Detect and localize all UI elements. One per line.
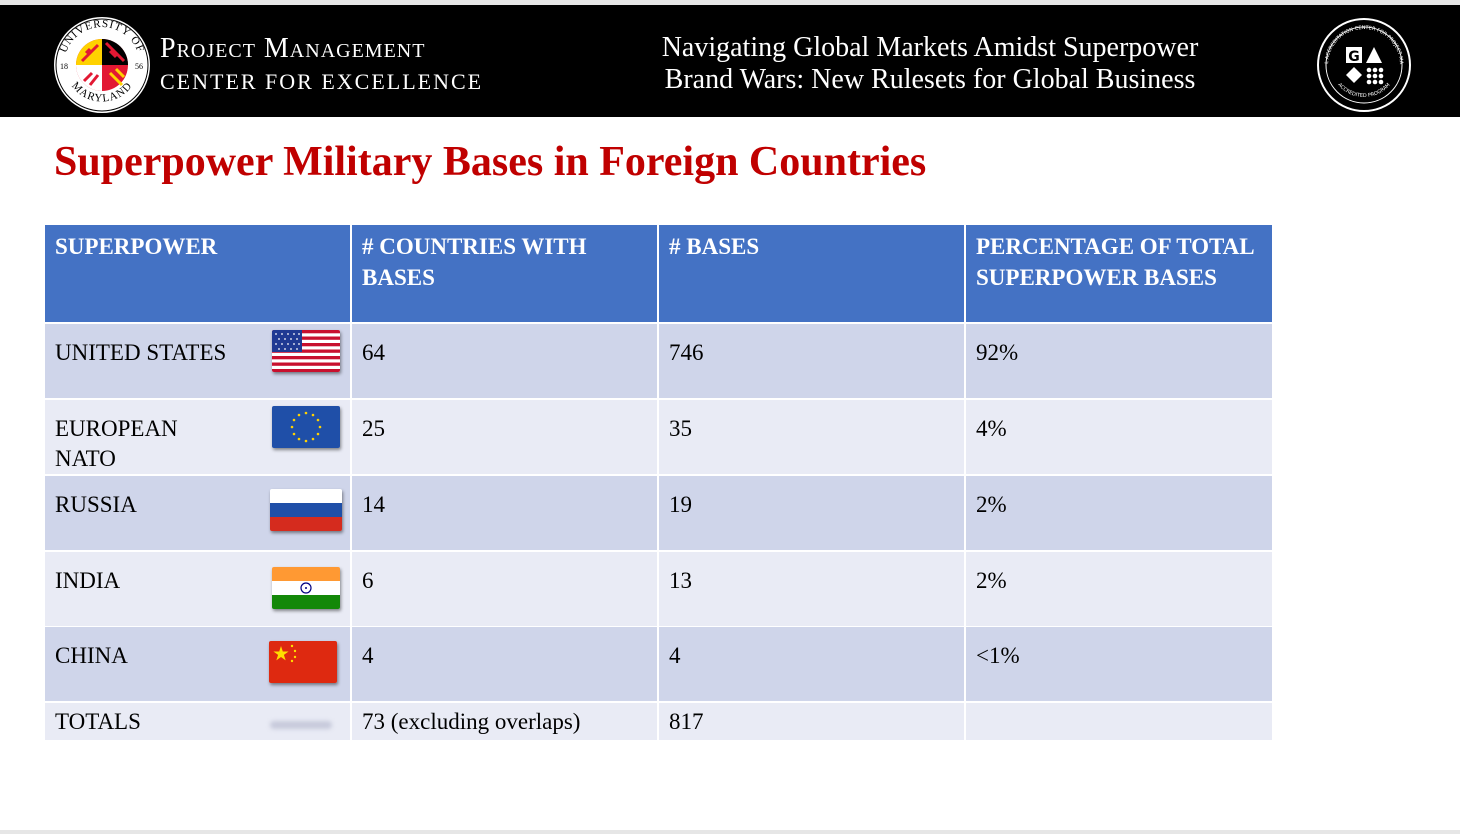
header-countries: # COUNTRIES WITH BASES: [352, 225, 659, 322]
table-row: CHINA 4 4 <1%: [45, 627, 1272, 701]
top-border: [0, 0, 1460, 5]
presentation-title-line2: Brand Wars: New Rulesets for Global Busi…: [664, 64, 1196, 95]
bases-count: 746: [659, 324, 966, 398]
bottom-border: [0, 830, 1460, 834]
bases-count: 19: [659, 476, 966, 550]
org-name: Project Management: [160, 33, 426, 64]
university-seal-logo: UNIVERSITY OF MARYLAND 18 56: [54, 17, 150, 113]
page-title: Superpower Military Bases in Foreign Cou…: [54, 139, 927, 185]
bases-count: 13: [659, 552, 966, 626]
totals-label: TOTALS: [55, 709, 141, 734]
eu-flag-icon: [272, 406, 340, 448]
presentation-title-line1: Navigating Global Markets Amidst Superpo…: [661, 32, 1199, 63]
us-flag-icon: [272, 330, 340, 372]
header-percentage: PERCENTAGE OF TOTAL SUPERPOWER BASES: [966, 225, 1272, 322]
russia-flag-icon: [270, 489, 342, 531]
totals-bases: 817: [659, 703, 966, 740]
totals-percentage: [966, 703, 1272, 740]
header-bases: # BASES: [659, 225, 966, 322]
org-subtitle: CENTER FOR EXCELLENCE: [160, 69, 484, 94]
presentation-title: Navigating Global Markets Amidst Superpo…: [600, 32, 1260, 96]
percentage-value: 92%: [966, 324, 1272, 398]
blurred-flag-placeholder: [270, 721, 332, 729]
superpower-name: UNITED STATES: [55, 340, 227, 365]
table-row: UNITED STATES 64 746 92%: [45, 324, 1272, 398]
bases-count: 4: [659, 627, 966, 701]
totals-row: TOTALS 73 (excluding overlaps) 817: [45, 703, 1272, 740]
header-banner: UNIVERSITY OF MARYLAND 18 56 Project Man…: [0, 5, 1460, 117]
header-superpower: SUPERPOWER: [45, 225, 352, 322]
superpower-name: CHINA: [55, 643, 128, 668]
bases-count: 35: [659, 400, 966, 474]
percentage-value: 2%: [966, 476, 1272, 550]
svg-text:18: 18: [60, 62, 68, 71]
percentage-value: 2%: [966, 552, 1272, 626]
superpower-name: RUSSIA: [55, 492, 137, 517]
table-header-row: SUPERPOWER # COUNTRIES WITH BASES # BASE…: [45, 225, 1272, 322]
percentage-value: 4%: [966, 400, 1272, 474]
totals-countries: 73 (excluding overlaps): [352, 703, 659, 740]
countries-count: 6: [352, 552, 659, 626]
svg-text:G: G: [1348, 49, 1360, 65]
superpower-name: INDIA: [55, 568, 121, 593]
accreditation-badge-logo: THE GLOBAL ACCREDITATION CENTER FOR PROJ…: [1316, 17, 1411, 112]
table-row: RUSSIA 14 19 2%: [45, 476, 1272, 550]
countries-count: 64: [352, 324, 659, 398]
table-row: INDIA 6 13 2%: [45, 552, 1272, 626]
china-flag-icon: [269, 641, 337, 683]
india-flag-icon: [272, 567, 340, 609]
table-row: EUROPEAN NATO 25 35 4%: [45, 400, 1272, 474]
svg-text:56: 56: [135, 62, 143, 71]
countries-count: 4: [352, 627, 659, 701]
superpower-name: EUROPEAN NATO: [55, 416, 178, 471]
percentage-value: <1%: [966, 627, 1272, 701]
countries-count: 14: [352, 476, 659, 550]
countries-count: 25: [352, 400, 659, 474]
